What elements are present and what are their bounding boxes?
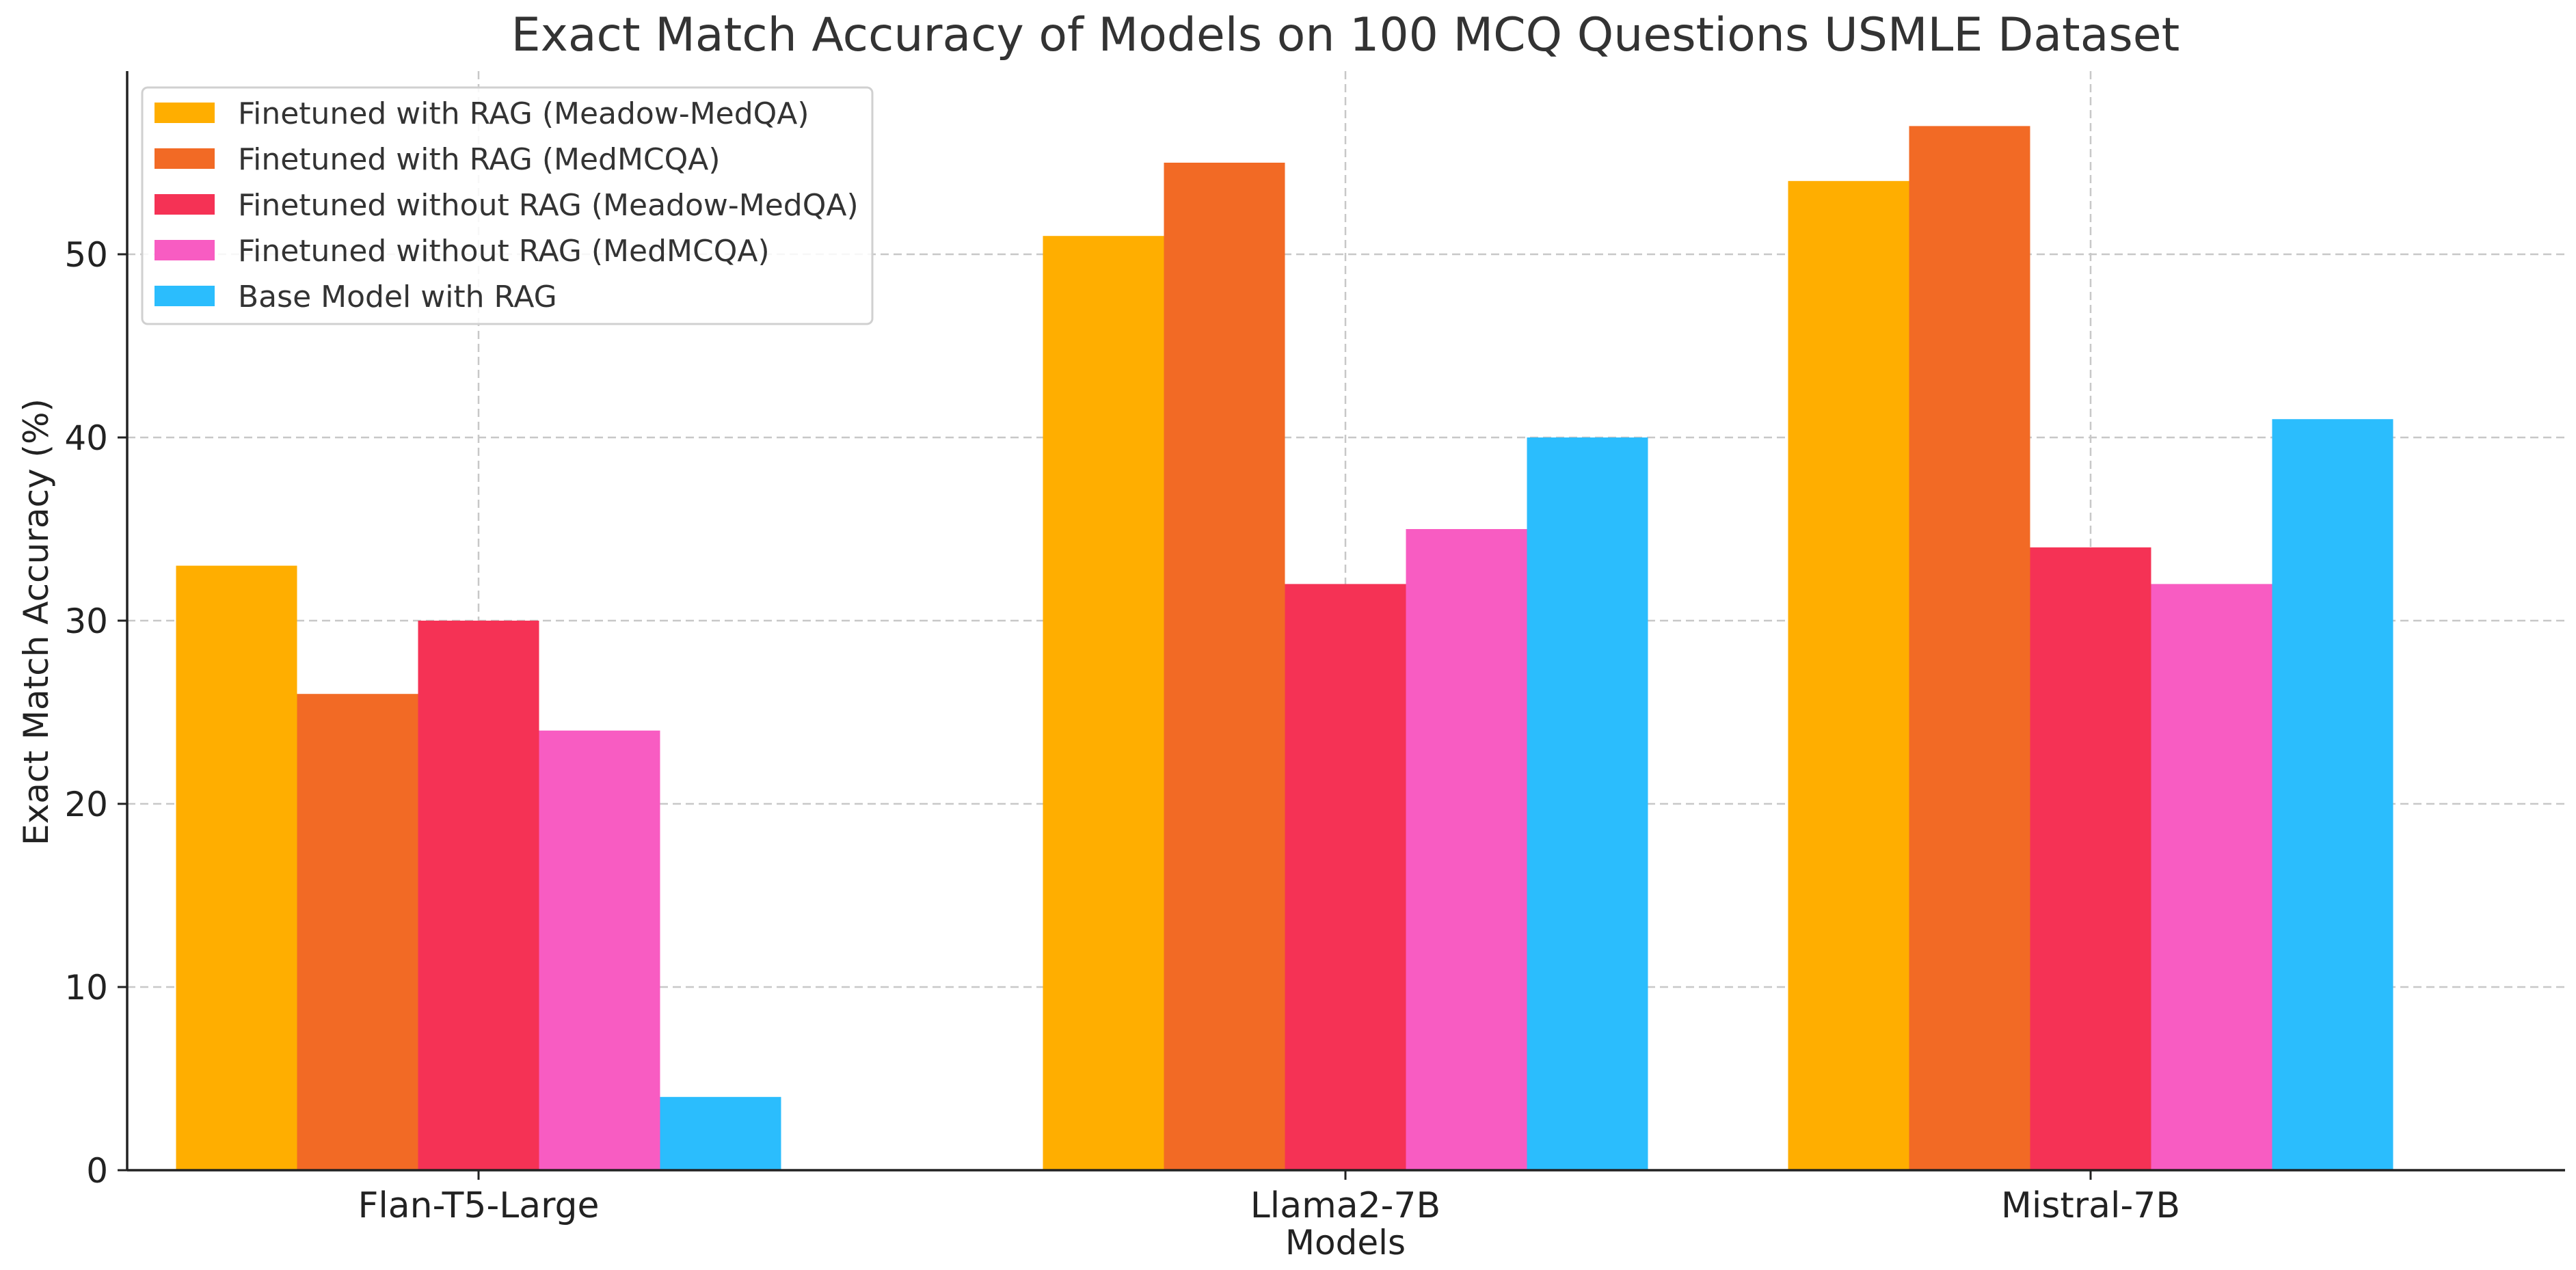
y-tick-label: 10 — [64, 968, 108, 1008]
bar-flan-t5-large-series-3 — [418, 621, 539, 1170]
x-tick-label: Llama2-7B — [1250, 1185, 1440, 1226]
legend-label: Finetuned without RAG (Meadow-MedQA) — [238, 188, 859, 223]
x-axis-label: Models — [1285, 1223, 1406, 1262]
legend: Finetuned with RAG (Meadow-MedQA) Finetun… — [141, 86, 874, 325]
x-tick-label: Mistral-7B — [2001, 1185, 2180, 1226]
legend-label: Finetuned without RAG (MedMCQA) — [238, 234, 770, 269]
legend-label: Finetuned with RAG (Meadow-MedQA) — [238, 96, 809, 131]
y-tick-label: 20 — [64, 785, 108, 824]
chart-title: Exact Match Accuracy of Models on 100 MC… — [511, 8, 2180, 62]
y-tick-label: 50 — [64, 235, 108, 275]
bar-mistral-7b-series-5 — [2272, 419, 2393, 1171]
y-tick-label: 0 — [86, 1151, 108, 1191]
axes: 0 10 20 30 40 50 Flan-T5-Large Llama2-7B Mistral… — [64, 71, 2565, 1226]
bar-llama2-7b-series-3 — [1285, 584, 1406, 1170]
bar-mistral-7b-series-4 — [2151, 584, 2272, 1170]
bar-flan-t5-large-series-5 — [660, 1096, 781, 1170]
y-tick-label: 40 — [64, 418, 108, 458]
y-axis-label: Exact Match Accuracy (%) — [16, 398, 56, 846]
legend-label: Base Model with RAG — [238, 280, 557, 314]
x-tick-label: Flan-T5-Large — [358, 1185, 599, 1226]
bar-mistral-7b-series-3 — [2030, 547, 2151, 1170]
y-tick-label: 30 — [64, 602, 108, 641]
bar-flan-t5-large-series-1 — [176, 565, 297, 1170]
bar-llama2-7b-series-1 — [1043, 236, 1164, 1171]
bar-flan-t5-large-series-2 — [297, 694, 418, 1170]
legend-swatch — [155, 148, 215, 169]
bar-mistral-7b-series-2 — [1909, 126, 2030, 1170]
legend-swatch — [155, 240, 215, 260]
legend-swatch — [155, 286, 215, 306]
bar-llama2-7b-series-2 — [1164, 163, 1285, 1170]
bar-llama2-7b-series-4 — [1406, 529, 1527, 1170]
bars — [176, 126, 2393, 1171]
legend-swatch — [155, 194, 215, 215]
bar-flan-t5-large-series-4 — [539, 730, 660, 1170]
bar-mistral-7b-series-1 — [1788, 180, 1909, 1170]
legend-box — [141, 86, 874, 325]
legend-label: Finetuned with RAG (MedMCQA) — [238, 142, 721, 177]
legend-swatch — [155, 103, 215, 123]
bar-llama2-7b-series-5 — [1527, 437, 1648, 1170]
